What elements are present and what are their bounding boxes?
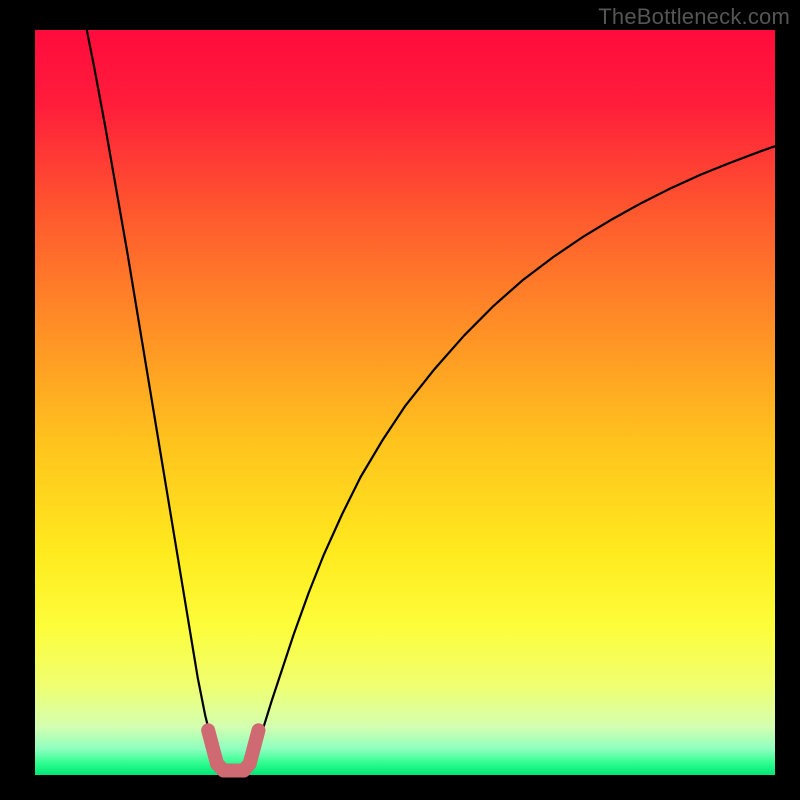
plot-area	[35, 30, 775, 775]
watermark-text: TheBottleneck.com	[598, 4, 790, 30]
chart-svg	[0, 0, 800, 800]
figure-root: TheBottleneck.com	[0, 0, 800, 800]
